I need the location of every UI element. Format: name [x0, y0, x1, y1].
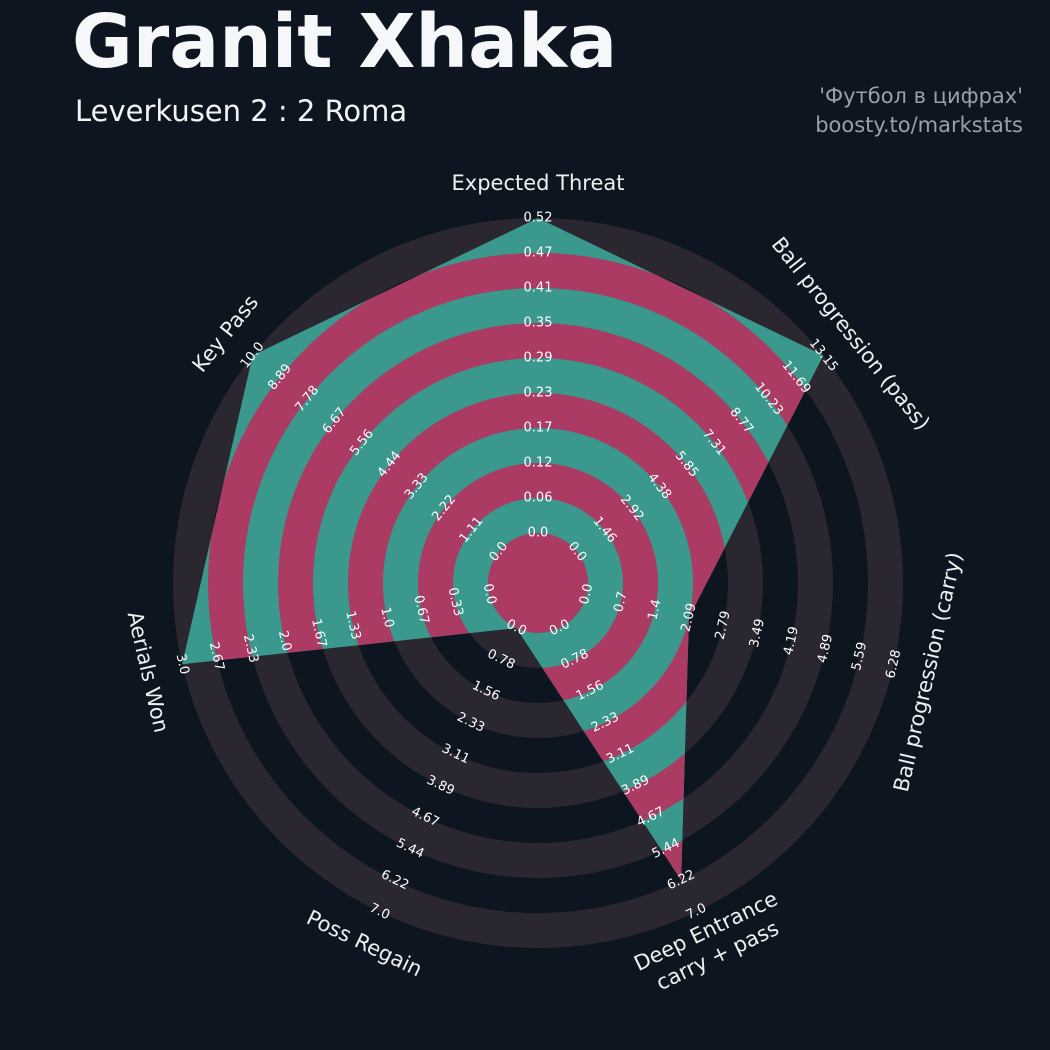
tick-label: 1.67	[308, 617, 329, 649]
tick-label: 0.0	[577, 582, 596, 606]
tick-label: 3.49	[747, 617, 768, 649]
tick-label: 2.09	[679, 602, 700, 634]
tick-label: 0.7	[611, 590, 630, 614]
tick-label: 2.33	[240, 633, 261, 665]
tick-label: 0.23	[524, 386, 553, 401]
tick-label: 0.35	[524, 316, 553, 331]
tick-label: 0.67	[410, 594, 431, 626]
axis-label: Aerials Won	[123, 609, 174, 735]
tick-label: 4.19	[781, 625, 802, 657]
tick-label: 6.28	[883, 648, 904, 680]
credit-url: boosty.to/markstats	[815, 112, 1023, 137]
tick-label: 0.0	[528, 526, 549, 541]
tick-label: 1.33	[342, 610, 363, 642]
tick-label: 2.0	[275, 629, 294, 653]
credit-block: 'Футбол в цифрах' boosty.to/markstats	[815, 82, 1023, 140]
tick-label: 3.0	[173, 652, 192, 676]
tick-label: 0.52	[524, 211, 553, 226]
tick-label: 4.89	[815, 633, 836, 665]
center-circle	[488, 533, 588, 633]
page-subtitle: Leverkusen 2 : 2 Roma	[75, 94, 408, 128]
tick-label: 0.47	[524, 246, 553, 261]
axis-label: Expected Threat	[452, 171, 625, 195]
tick-label: 1.0	[377, 606, 396, 630]
credit-brand: 'Футбол в цифрах'	[819, 84, 1023, 108]
tick-label: 2.67	[206, 641, 227, 673]
tick-label: 0.17	[524, 421, 553, 436]
radar-ring-overlay	[208, 253, 824, 881]
tick-label: 0.12	[524, 456, 553, 471]
tick-label: 5.59	[849, 641, 870, 673]
tick-label: 2.79	[713, 610, 734, 642]
tick-label: 0.29	[524, 351, 553, 366]
tick-label: 0.33	[445, 586, 466, 618]
tick-label: 0.06	[524, 491, 553, 506]
tick-label: 0.0	[480, 582, 499, 606]
tick-label: 1.4	[645, 598, 664, 622]
tick-label: 0.41	[524, 281, 553, 296]
page-title: Granit Xhaka	[72, 0, 618, 85]
